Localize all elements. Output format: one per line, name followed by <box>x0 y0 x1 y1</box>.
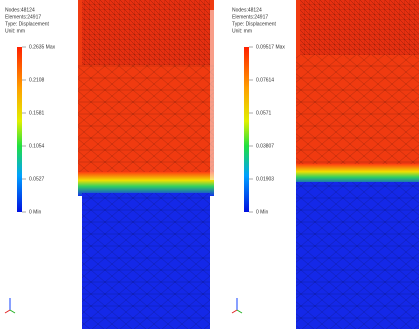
scale-label: 0 Min <box>29 209 41 215</box>
scale-label: 0.0571 <box>256 110 272 116</box>
scale-label: 0.2108 <box>29 77 45 83</box>
info-line: Nodes:48124 <box>5 7 35 13</box>
color-bar <box>244 47 249 212</box>
scale-label: 0.2635 Max <box>29 44 56 50</box>
info-line: Elements:24917 <box>232 14 268 20</box>
info-line: Type: Displacement <box>232 21 277 27</box>
info-line: Elements:24917 <box>5 14 41 20</box>
scale-label: 0.1054 <box>29 143 45 149</box>
model-view <box>78 0 214 329</box>
scale-label: 0.0527 <box>29 176 45 182</box>
axis-triad <box>10 310 15 313</box>
info-line: Type: Displacement <box>5 21 50 27</box>
info-line: Unit: mm <box>232 28 252 34</box>
screenshot: Nodes:48124Elements:24917Type: Displacem… <box>0 0 419 329</box>
axis-triad <box>5 310 10 313</box>
scale-label: 0.1581 <box>29 110 45 116</box>
scale-label: 0 Min <box>256 209 268 215</box>
info-line: Nodes:48124 <box>232 7 262 13</box>
axis-triad <box>232 310 237 313</box>
info-line: Unit: mm <box>5 28 25 34</box>
scale-label: 0.01903 <box>256 176 274 182</box>
model-view <box>296 0 419 329</box>
color-bar <box>17 47 22 212</box>
axis-triad <box>237 310 242 313</box>
scale-label: 0.09517 Max <box>256 44 285 50</box>
scale-label: 0.07614 <box>256 77 274 83</box>
scale-label: 0.03807 <box>256 143 274 149</box>
